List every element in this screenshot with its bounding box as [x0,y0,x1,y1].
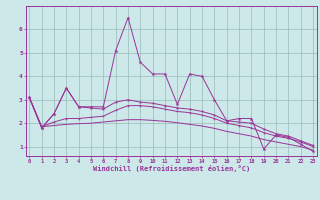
X-axis label: Windchill (Refroidissement éolien,°C): Windchill (Refroidissement éolien,°C) [92,165,250,172]
